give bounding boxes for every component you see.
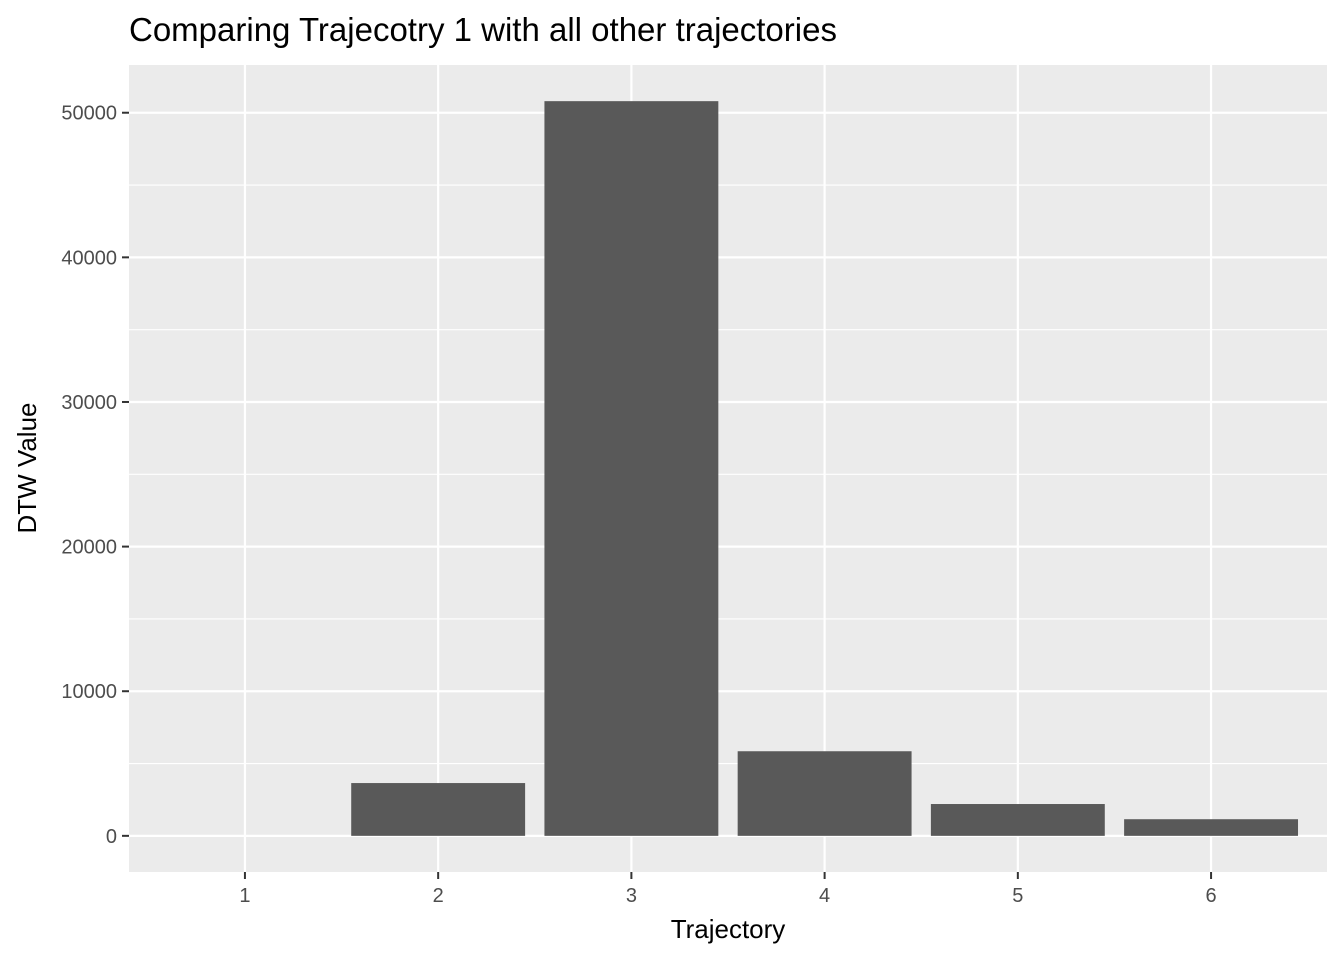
x-axis-title: Trajectory bbox=[671, 914, 786, 944]
bar-trajectory-6 bbox=[1124, 819, 1299, 836]
x-tick-label: 1 bbox=[239, 885, 250, 907]
minor-gridlines bbox=[129, 184, 1327, 765]
y-tick-label: 0 bbox=[106, 826, 117, 848]
y-tick-label: 30000 bbox=[61, 392, 117, 414]
bar-trajectory-4 bbox=[737, 751, 912, 836]
bar-trajectory-5 bbox=[930, 804, 1105, 836]
bars bbox=[351, 101, 1299, 836]
bar-trajectory-3 bbox=[544, 101, 719, 836]
x-tick-label: 3 bbox=[626, 885, 637, 907]
y-axis: 0 10000 20000 30000 40000 50000 bbox=[61, 103, 129, 848]
plot-panel bbox=[129, 65, 1327, 872]
x-tick-label: 5 bbox=[1012, 885, 1023, 907]
x-tick-label: 4 bbox=[819, 885, 830, 907]
y-tick-label: 50000 bbox=[61, 103, 117, 125]
bar-trajectory-2 bbox=[351, 783, 526, 836]
y-tick-label: 40000 bbox=[61, 247, 117, 269]
chart-title: Comparing Trajecotry 1 with all other tr… bbox=[129, 11, 837, 48]
y-tick-label: 10000 bbox=[61, 681, 117, 703]
y-axis-title: DTW Value bbox=[12, 403, 42, 534]
x-axis: 1 2 3 4 5 6 bbox=[239, 872, 1217, 907]
x-tick-label: 6 bbox=[1206, 885, 1217, 907]
y-tick-label: 20000 bbox=[61, 537, 117, 559]
x-tick-label: 2 bbox=[433, 885, 444, 907]
